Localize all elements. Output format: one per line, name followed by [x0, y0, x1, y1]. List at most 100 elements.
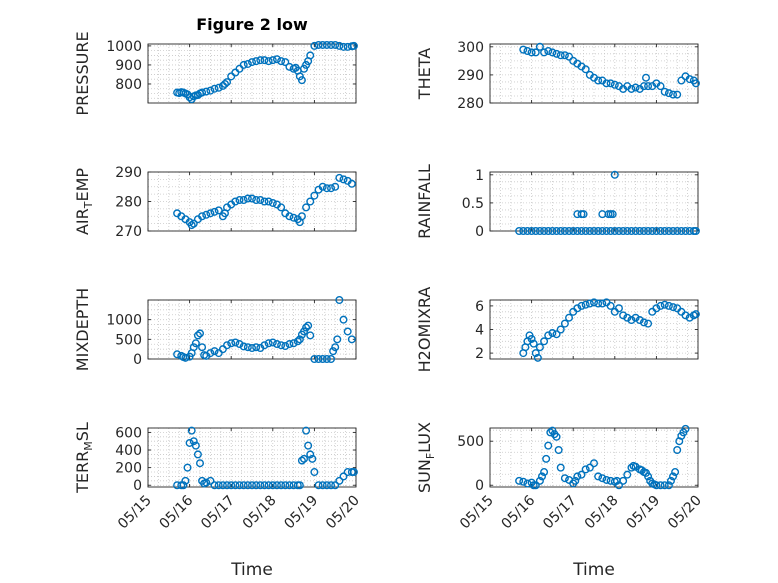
data-point	[552, 432, 561, 441]
data-point	[685, 75, 694, 84]
axes-box	[147, 43, 357, 104]
x-tick-label: 05/16	[157, 492, 197, 532]
data-point	[556, 51, 565, 60]
data-point	[260, 197, 269, 206]
data-point	[239, 196, 248, 205]
data-point	[527, 48, 536, 57]
data-point	[277, 203, 286, 212]
data-point	[585, 226, 594, 235]
data-point	[314, 355, 323, 364]
data-point	[214, 206, 223, 215]
data-point	[223, 341, 232, 350]
data-point	[577, 226, 586, 235]
data-point	[540, 226, 549, 235]
data-point	[656, 226, 665, 235]
data-point	[652, 304, 661, 313]
data-point	[552, 330, 561, 339]
y-tick-label: 0	[133, 478, 142, 494]
data-point	[639, 226, 648, 235]
y-tick-label: 200	[115, 461, 142, 477]
data-point	[247, 343, 256, 352]
data-point	[560, 226, 569, 235]
data-point	[660, 481, 669, 490]
data-point	[581, 226, 590, 235]
data-point	[310, 41, 319, 50]
data-point	[535, 226, 544, 235]
data-point	[685, 313, 694, 322]
data-point	[306, 197, 315, 206]
panel-4: 0 500 1000 MIXDEPTH	[73, 288, 357, 371]
y-tick-label: 2	[475, 346, 484, 362]
data-point	[610, 80, 619, 89]
data-point	[206, 86, 215, 95]
data-point	[619, 476, 628, 485]
panel-2: 270 280 290 AIRTEMP	[73, 165, 357, 240]
data-point	[306, 450, 315, 459]
data-point	[260, 341, 269, 350]
data-point	[206, 476, 215, 485]
y-tick-label: 1000	[106, 313, 142, 329]
data-point	[306, 331, 315, 340]
data-point	[660, 226, 669, 235]
data-point	[579, 210, 588, 219]
data-point	[614, 304, 623, 313]
data-point	[231, 197, 240, 206]
data-point	[540, 468, 549, 477]
data-point	[210, 207, 219, 216]
data-point	[644, 226, 653, 235]
data-point	[202, 478, 211, 487]
panel-7: 0 500 05/15 05/16 05/17 05/18 05/19 05/20 SUNFLU…	[415, 422, 705, 532]
axes-box	[489, 427, 699, 488]
data-point	[347, 335, 356, 344]
data-point	[295, 335, 304, 344]
data-point	[573, 226, 582, 235]
data-point	[335, 476, 344, 485]
data-point	[606, 226, 615, 235]
y-tick-label: 0	[475, 224, 484, 240]
data-point	[590, 459, 599, 468]
data-point	[302, 323, 311, 332]
data-point	[281, 481, 290, 490]
data-point	[202, 210, 211, 219]
data-point	[639, 318, 648, 327]
data-point	[594, 299, 603, 308]
data-point	[594, 76, 603, 85]
x-tick-label: 05/15	[115, 493, 155, 533]
data-point	[339, 175, 348, 184]
x-tick-label: 05/16	[499, 492, 539, 532]
data-point	[306, 51, 315, 60]
data-point	[333, 335, 342, 344]
data-point	[256, 196, 265, 205]
y-tick-label: 1	[475, 168, 484, 184]
data-point	[239, 481, 248, 490]
data-point	[560, 474, 569, 483]
y-tick-label: 0	[133, 352, 142, 368]
data-point	[544, 47, 553, 56]
data-point	[214, 349, 223, 358]
data-point	[247, 194, 256, 203]
data-point	[272, 55, 281, 64]
data-point	[331, 182, 340, 191]
data-point	[256, 481, 265, 490]
data-point	[565, 313, 574, 322]
data-point	[560, 51, 569, 60]
data-point	[681, 226, 690, 235]
data-point	[569, 226, 578, 235]
data-point	[669, 226, 678, 235]
data-point	[602, 79, 611, 88]
data-point	[206, 209, 215, 218]
data-point	[343, 327, 352, 336]
data-point	[531, 481, 540, 490]
data-point	[515, 226, 524, 235]
data-point	[677, 226, 686, 235]
data-point	[322, 355, 331, 364]
data-point	[349, 468, 358, 477]
data-point	[322, 481, 331, 490]
data-point	[652, 226, 661, 235]
data-point	[223, 481, 232, 490]
data-point	[277, 341, 286, 350]
data-point	[602, 226, 611, 235]
data-point	[656, 481, 665, 490]
y-axis-label: SUNFLUX	[415, 422, 437, 493]
data-point	[606, 301, 615, 310]
